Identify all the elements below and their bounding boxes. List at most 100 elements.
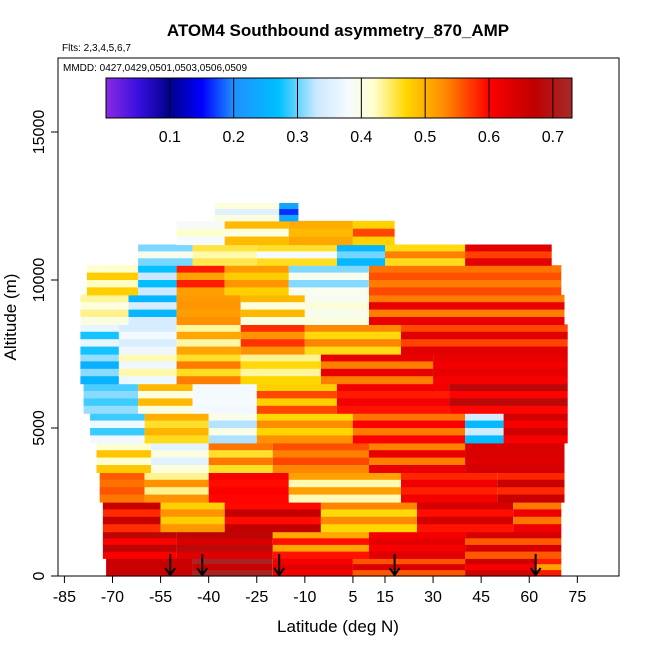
field-cell bbox=[465, 558, 536, 565]
field-cell bbox=[272, 570, 353, 577]
field-cell bbox=[433, 376, 568, 385]
field-cell bbox=[304, 309, 369, 318]
field-cell bbox=[352, 564, 466, 571]
field-cell bbox=[144, 413, 209, 422]
field-cell bbox=[503, 413, 568, 422]
field-cell bbox=[224, 220, 289, 230]
field-cell bbox=[465, 450, 565, 459]
field-cell bbox=[208, 472, 289, 481]
flights-note: Flts: 2,3,4,5,6,7 bbox=[62, 43, 131, 54]
field-cell bbox=[138, 398, 193, 407]
field-cell bbox=[192, 251, 257, 259]
field-cell bbox=[80, 376, 119, 385]
x-tick-label: -70 bbox=[101, 589, 124, 606]
field-cell bbox=[304, 317, 369, 325]
field-cell bbox=[320, 524, 418, 533]
x-tick-label: -40 bbox=[197, 589, 220, 606]
field-cell bbox=[352, 428, 466, 436]
field-cell bbox=[160, 502, 225, 510]
field-cell bbox=[288, 280, 369, 288]
field-cell bbox=[128, 302, 177, 311]
field-cell bbox=[138, 272, 177, 281]
field-cell bbox=[96, 442, 151, 451]
profile-marker-arrow bbox=[273, 554, 286, 577]
field-cell bbox=[160, 516, 225, 525]
field-cell bbox=[320, 376, 434, 385]
field-cell bbox=[90, 413, 145, 422]
field-cell bbox=[86, 287, 139, 296]
field-cell bbox=[320, 354, 434, 362]
field-cell bbox=[83, 391, 139, 399]
field-cell bbox=[272, 465, 369, 473]
field-cell bbox=[128, 294, 177, 303]
field-cell bbox=[535, 570, 562, 577]
field-cell bbox=[224, 524, 321, 533]
field-cell bbox=[224, 228, 289, 238]
field-cell bbox=[144, 494, 209, 503]
field-cell bbox=[144, 472, 209, 481]
field-cell bbox=[192, 570, 273, 577]
field-cell bbox=[401, 324, 568, 333]
field-cell bbox=[513, 509, 562, 518]
field-cell bbox=[128, 317, 177, 325]
field-cell bbox=[224, 236, 289, 246]
x-tick-label: 45 bbox=[472, 589, 490, 606]
field-cell bbox=[304, 339, 401, 348]
colorbar-tick-label: 0.2 bbox=[223, 129, 245, 146]
field-cell bbox=[138, 244, 193, 252]
field-cell bbox=[449, 383, 568, 392]
field-cell bbox=[401, 331, 568, 340]
x-axis-label: Latitude (deg N) bbox=[277, 617, 399, 636]
field-cell bbox=[304, 331, 401, 340]
field-cell bbox=[465, 258, 552, 266]
field-cell bbox=[208, 450, 273, 459]
field-cell bbox=[80, 354, 119, 362]
field-cell bbox=[288, 265, 369, 274]
field-cell bbox=[176, 236, 225, 246]
y-tick-label: 10000 bbox=[31, 258, 48, 303]
field-cell bbox=[138, 405, 193, 414]
field-cell bbox=[215, 209, 280, 216]
field-cell bbox=[535, 564, 562, 571]
field-cell bbox=[288, 220, 353, 230]
field-cell bbox=[83, 383, 139, 392]
field-cell bbox=[279, 209, 299, 216]
field-cell bbox=[208, 428, 257, 436]
field-cell bbox=[433, 361, 568, 370]
field-cell bbox=[240, 294, 305, 303]
x-tick-label: 60 bbox=[520, 589, 538, 606]
field-cell bbox=[503, 435, 568, 444]
field-cell bbox=[497, 487, 565, 496]
colorbar-tick-label: 0.7 bbox=[542, 129, 564, 146]
field-cell bbox=[80, 309, 129, 318]
field-cell bbox=[224, 509, 321, 518]
field-cell bbox=[144, 428, 209, 436]
field-cell bbox=[272, 450, 369, 459]
field-cell bbox=[96, 450, 151, 459]
field-cell bbox=[176, 331, 241, 340]
field-cell bbox=[86, 272, 139, 281]
y-tick-label: 0 bbox=[31, 571, 48, 580]
field-cell bbox=[102, 551, 177, 559]
field-cell bbox=[192, 391, 257, 399]
field-cell bbox=[240, 324, 305, 333]
field-cell bbox=[279, 203, 299, 210]
field-cell bbox=[304, 294, 369, 303]
field-cell bbox=[99, 487, 145, 496]
field-cell bbox=[106, 570, 193, 577]
field-cell bbox=[385, 258, 466, 266]
field-cell bbox=[128, 309, 177, 318]
field-cell bbox=[352, 413, 466, 422]
field-cell bbox=[192, 258, 257, 266]
field-cell bbox=[86, 265, 139, 274]
field-cell bbox=[503, 420, 568, 429]
field-cell bbox=[176, 272, 225, 281]
field-cell bbox=[336, 244, 385, 252]
chart-title: ATOM4 Southbound asymmetry_870_AMP bbox=[167, 21, 509, 40]
field-cell bbox=[369, 450, 466, 459]
field-cell bbox=[401, 339, 568, 348]
x-tick-label: -55 bbox=[149, 589, 172, 606]
field-cell bbox=[80, 302, 129, 311]
field-cell bbox=[138, 265, 177, 274]
